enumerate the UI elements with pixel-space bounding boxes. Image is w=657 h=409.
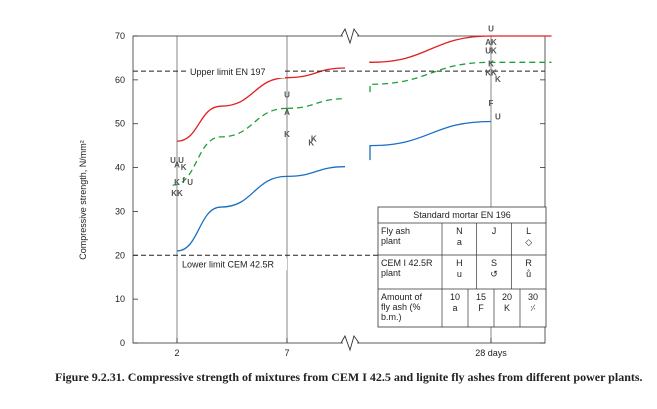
legend-cell: L xyxy=(526,226,531,236)
legend-box xyxy=(377,206,547,328)
legend-cell: K xyxy=(504,303,510,313)
legend-row-label: Amount of xyxy=(381,292,423,302)
data-marker: K xyxy=(284,130,290,139)
data-marker: U xyxy=(488,25,494,34)
legend-cell: ↺ xyxy=(490,269,498,279)
data-marker: K xyxy=(311,134,317,143)
legend-row-label: fly ash (% xyxy=(381,302,421,312)
legend-row-label: plant xyxy=(381,268,401,278)
series-lines xyxy=(172,35,552,252)
legend-cell: ů xyxy=(526,269,531,279)
data-marker: U xyxy=(495,112,501,121)
series-line-left xyxy=(172,107,288,186)
legend-row-label: b.m.) xyxy=(381,312,402,322)
axis-break-gap xyxy=(343,337,357,349)
data-marker: KK xyxy=(485,68,497,77)
reference-label: Lower limit CEM 42.5R xyxy=(182,259,275,269)
data-marker: AK xyxy=(485,38,497,47)
y-axis-label: Compressive strength, N/mm² xyxy=(78,140,88,260)
legend-cell: ⸓ xyxy=(530,303,536,313)
legend-row-label: plant xyxy=(381,236,401,246)
legend-cell: F xyxy=(478,303,484,313)
axis-break-gap xyxy=(343,30,357,42)
data-marker: K xyxy=(488,60,494,69)
legend-cell: 10 xyxy=(450,292,460,302)
x-tick-label: 28 days xyxy=(475,348,507,358)
reference-label-bg xyxy=(179,258,287,271)
y-tick-label: 30 xyxy=(115,206,125,216)
y-tick-label: 70 xyxy=(115,31,125,41)
data-marker: UK xyxy=(485,47,497,56)
legend-cell: S xyxy=(491,258,497,268)
series-line-bridge xyxy=(286,98,346,110)
data-marker: F xyxy=(489,99,494,108)
legend-cell: 15 xyxy=(476,292,486,302)
series-line-left xyxy=(176,175,288,252)
series-line-left xyxy=(176,77,288,142)
legend-row-label: Fly ash xyxy=(381,226,410,236)
data-marker: U U xyxy=(170,156,184,165)
reference-label-bg xyxy=(187,66,285,79)
legend-cell: 30 xyxy=(528,292,538,302)
axis-break-symbol xyxy=(340,334,360,352)
legend-cell: N xyxy=(456,226,463,236)
y-tick-label: 10 xyxy=(115,294,125,304)
legend-cell: a xyxy=(452,303,457,313)
y-tick-label: 0 xyxy=(120,338,125,348)
legend-cell: a xyxy=(457,237,462,247)
legend-row-label: CEM I 42.5R xyxy=(381,258,433,268)
legend-cell: J xyxy=(492,226,497,236)
series-line-right xyxy=(369,61,552,93)
data-marker: K xyxy=(174,178,180,187)
y-tick-label: 20 xyxy=(115,250,125,260)
y-tick-label: 50 xyxy=(115,119,125,129)
series-line-right xyxy=(369,120,492,161)
legend-cell: ◇ xyxy=(525,237,532,247)
legend-cell: H xyxy=(456,258,463,268)
data-marker: f xyxy=(182,176,185,185)
reference-lines: Upper limit EN 197 Lower limit CEM 42.5R xyxy=(133,66,545,271)
data-marker: U xyxy=(284,90,290,99)
reference-label: Upper limit EN 197 xyxy=(190,67,266,77)
data-marker: A xyxy=(284,108,290,117)
data-marker: K xyxy=(495,75,501,84)
data-marker: U xyxy=(187,178,193,187)
data-marker: A xyxy=(174,161,180,170)
figure-caption: Figure 9.2.31. Compressive strength of m… xyxy=(55,370,643,384)
series-line-bridge xyxy=(286,166,346,177)
legend-title: Standard mortar EN 196 xyxy=(413,210,511,220)
data-marker: K xyxy=(308,139,314,148)
legend-cell: u xyxy=(457,269,462,279)
axis-break-symbol xyxy=(340,27,360,45)
data-marker: KK xyxy=(171,189,183,198)
series-line-right xyxy=(369,35,552,63)
legend-cell: R xyxy=(525,258,532,268)
x-tick-label: 2 xyxy=(174,348,179,358)
y-tick-label: 60 xyxy=(115,75,125,85)
axes: 0 10 20 30 40 50 60 70 2 7 28 days xyxy=(115,27,546,358)
legend-cell: 20 xyxy=(502,292,512,302)
plot-frame xyxy=(132,35,546,344)
series-line-bridge xyxy=(286,67,346,79)
x-tick-label: 7 xyxy=(284,348,289,358)
data-marker: K xyxy=(181,163,187,172)
y-tick-label: 40 xyxy=(115,163,125,173)
